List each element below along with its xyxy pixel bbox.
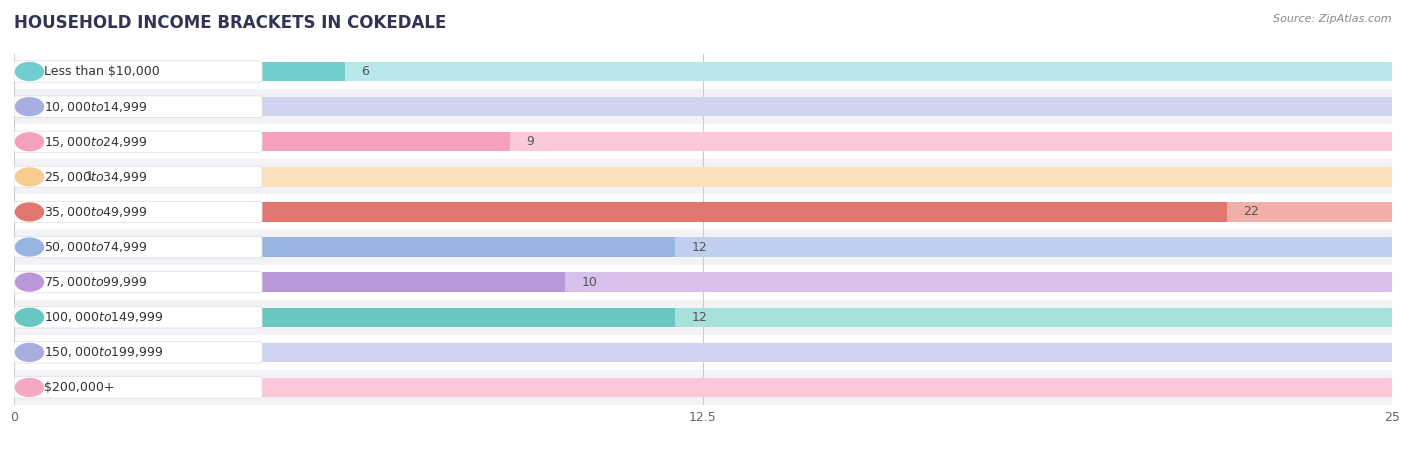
- Bar: [14, 62, 344, 81]
- Text: $75,000 to $99,999: $75,000 to $99,999: [45, 275, 148, 289]
- Bar: [14, 132, 510, 151]
- Bar: [14, 273, 1392, 292]
- Circle shape: [15, 98, 44, 116]
- Text: $10,000 to $14,999: $10,000 to $14,999: [45, 99, 148, 114]
- Circle shape: [15, 238, 44, 256]
- Bar: [14, 167, 1392, 186]
- Text: 1: 1: [86, 171, 94, 183]
- Text: 6: 6: [361, 65, 370, 78]
- Bar: [14, 62, 1392, 81]
- Bar: [14, 194, 1392, 230]
- Text: Source: ZipAtlas.com: Source: ZipAtlas.com: [1274, 14, 1392, 23]
- Text: $100,000 to $149,999: $100,000 to $149,999: [45, 310, 163, 324]
- Bar: [14, 202, 1392, 221]
- Text: 0: 0: [31, 100, 38, 113]
- Bar: [14, 202, 1226, 221]
- Bar: [14, 159, 1392, 194]
- Text: HOUSEHOLD INCOME BRACKETS IN COKEDALE: HOUSEHOLD INCOME BRACKETS IN COKEDALE: [14, 14, 447, 32]
- Bar: [14, 378, 1392, 397]
- Circle shape: [15, 378, 44, 396]
- FancyBboxPatch shape: [14, 131, 262, 153]
- FancyBboxPatch shape: [14, 271, 262, 293]
- Bar: [14, 97, 1392, 116]
- Circle shape: [15, 203, 44, 221]
- Text: 0: 0: [31, 381, 38, 394]
- Bar: [14, 335, 1392, 370]
- Circle shape: [15, 133, 44, 151]
- Text: 0: 0: [31, 346, 38, 359]
- Circle shape: [15, 308, 44, 326]
- Text: Less than $10,000: Less than $10,000: [45, 65, 160, 78]
- Bar: [14, 230, 1392, 265]
- Text: 12: 12: [692, 311, 707, 324]
- Bar: [14, 238, 1392, 256]
- Text: 9: 9: [527, 135, 534, 148]
- Circle shape: [15, 273, 44, 291]
- Circle shape: [15, 168, 44, 186]
- Text: 22: 22: [1243, 206, 1258, 218]
- Bar: [14, 300, 1392, 335]
- FancyBboxPatch shape: [14, 306, 262, 328]
- FancyBboxPatch shape: [14, 96, 262, 117]
- FancyBboxPatch shape: [14, 201, 262, 223]
- Text: $35,000 to $49,999: $35,000 to $49,999: [45, 205, 148, 219]
- Bar: [14, 89, 1392, 124]
- Bar: [14, 265, 1392, 300]
- Bar: [14, 273, 565, 292]
- FancyBboxPatch shape: [14, 61, 262, 82]
- Text: $15,000 to $24,999: $15,000 to $24,999: [45, 135, 148, 149]
- Text: $50,000 to $74,999: $50,000 to $74,999: [45, 240, 148, 254]
- Bar: [14, 308, 675, 327]
- Text: 10: 10: [582, 276, 598, 288]
- Bar: [14, 167, 69, 186]
- Bar: [14, 54, 1392, 89]
- Text: $150,000 to $199,999: $150,000 to $199,999: [45, 345, 163, 360]
- Bar: [14, 308, 1392, 327]
- Bar: [14, 370, 1392, 405]
- Text: $25,000 to $34,999: $25,000 to $34,999: [45, 170, 148, 184]
- Circle shape: [15, 343, 44, 361]
- Circle shape: [15, 63, 44, 81]
- Text: $200,000+: $200,000+: [45, 381, 115, 394]
- Bar: [14, 343, 1392, 362]
- FancyBboxPatch shape: [14, 377, 262, 398]
- Bar: [14, 124, 1392, 159]
- FancyBboxPatch shape: [14, 236, 262, 258]
- Text: 12: 12: [692, 241, 707, 253]
- Bar: [14, 238, 675, 256]
- Bar: [14, 132, 1392, 151]
- FancyBboxPatch shape: [14, 342, 262, 363]
- FancyBboxPatch shape: [14, 166, 262, 188]
